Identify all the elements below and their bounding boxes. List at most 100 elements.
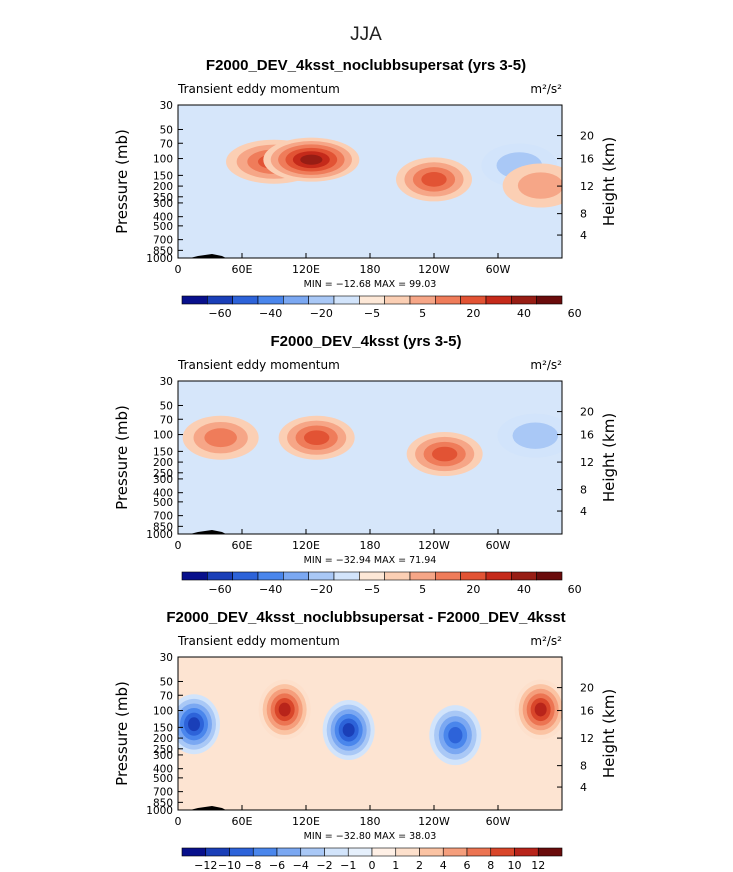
colorbar-label: 6	[464, 859, 471, 872]
chart-subtitle: Transient eddy momentum	[177, 358, 340, 372]
y2-tick-label: 12	[580, 732, 594, 745]
colorbar-swatch	[384, 295, 411, 305]
min-max-stats: MIN = −32.94 MAX = 71.94	[304, 555, 437, 566]
colorbar-label: −2	[316, 859, 332, 872]
y-tick-label: 200	[153, 733, 173, 745]
y2-tick-label: 16	[580, 153, 594, 166]
colorbar-label: −4	[293, 859, 309, 872]
colorbar-swatch	[232, 295, 259, 305]
colorbar-swatch	[276, 847, 302, 857]
colorbar-label: 20	[466, 583, 480, 596]
colorbar-swatch	[435, 571, 461, 581]
y-tick-label: 50	[160, 400, 173, 412]
colorbar-label: −6	[269, 859, 285, 872]
y-tick-label: 400	[153, 764, 173, 776]
colorbar-swatch	[308, 295, 335, 305]
y2-tick-label: 4	[580, 505, 587, 518]
colorbar-label: −60	[208, 307, 231, 320]
contour-feature-1	[204, 428, 237, 448]
y-tick-label: 300	[153, 750, 173, 762]
colorbar-swatch	[207, 571, 233, 581]
x-tick-label: 180	[360, 263, 381, 276]
x-tick-label: 120E	[292, 263, 320, 276]
x-tick-label: 60E	[232, 263, 253, 276]
units-label: m²/s²	[530, 358, 562, 372]
contour-feature-5	[517, 172, 562, 199]
colorbar-swatch	[460, 295, 487, 305]
chart-title: F2000_DEV_4ksst_noclubbsupersat (yrs 3-5…	[206, 57, 526, 74]
y-tick-label: 850	[153, 245, 173, 257]
y-tick-label: 850	[153, 797, 173, 809]
y2-axis-label: Height (km)	[600, 689, 618, 778]
colorbar-label: 20	[466, 307, 480, 320]
y2-tick-label: 8	[580, 484, 587, 497]
colorbar-swatch	[511, 571, 537, 581]
colorbar-label: 5	[419, 583, 426, 596]
colorbar-swatch	[409, 295, 436, 305]
y-tick-label: 250	[153, 468, 173, 480]
contour-feature-4	[512, 422, 559, 449]
colorbar-label: 1	[392, 859, 399, 872]
colorbar-swatch	[485, 295, 512, 305]
colorbar-swatch	[283, 571, 309, 581]
colorbar-swatch	[536, 571, 563, 581]
contour-feature-2	[304, 430, 330, 446]
colorbar-label: 40	[517, 307, 531, 320]
colorbar-swatch	[442, 847, 468, 857]
y-tick-label: 150	[153, 170, 173, 182]
colorbar-swatch	[333, 571, 360, 581]
contour-feature-2	[300, 154, 323, 165]
x-tick-label: 120W	[418, 539, 450, 552]
y-tick-label: 300	[153, 474, 173, 486]
y2-tick-label: 12	[580, 456, 594, 469]
chart-title: F2000_DEV_4ksst (yrs 3-5)	[271, 333, 462, 350]
y2-tick-label: 4	[580, 781, 587, 794]
units-label: m²/s²	[530, 634, 562, 648]
y-tick-label: 70	[160, 690, 173, 702]
colorbar-label: 40	[517, 583, 531, 596]
y-tick-label: 70	[160, 414, 173, 426]
colorbar-swatch	[371, 847, 397, 857]
y-tick-label: 100	[153, 430, 173, 442]
colorbar-swatch	[347, 847, 373, 857]
colorbar-swatch	[232, 571, 259, 581]
y-tick-label: 400	[153, 212, 173, 224]
topography	[190, 530, 226, 534]
y-tick-label: 500	[153, 773, 173, 785]
colorbar-label: 12	[531, 859, 545, 872]
y-tick-label: 250	[153, 744, 173, 756]
y-axis-label: Pressure (mb)	[113, 681, 131, 786]
x-tick-label: 60E	[232, 539, 253, 552]
y2-tick-label: 16	[580, 705, 594, 718]
y-tick-label: 100	[153, 154, 173, 166]
colorbar-label: −60	[208, 583, 231, 596]
y-tick-label: 70	[160, 138, 173, 150]
x-tick-label: 120W	[418, 815, 450, 828]
x-tick-label: 0	[175, 815, 182, 828]
colorbar-swatch	[460, 571, 487, 581]
y2-axis-label: Height (km)	[600, 137, 618, 226]
x-tick-label: 120E	[292, 815, 320, 828]
chart-subtitle: Transient eddy momentum	[177, 634, 340, 648]
chart-panel-1: F2000_DEV_4ksst_noclubbsupersat (yrs 3-5…	[113, 57, 618, 320]
x-tick-label: 120W	[418, 263, 450, 276]
colorbar-label: −10	[218, 859, 241, 872]
y-tick-label: 1000	[146, 805, 173, 817]
colorbar-swatch	[300, 847, 325, 857]
x-tick-label: 0	[175, 539, 182, 552]
colorbar-swatch	[409, 571, 436, 581]
y-axis-label: Pressure (mb)	[113, 129, 131, 234]
colorbar-swatch	[466, 847, 492, 857]
contour-feature-1	[188, 717, 200, 732]
chart-panel-3: F2000_DEV_4ksst_noclubbsupersat - F2000_…	[113, 609, 618, 872]
colorbar-label: −8	[245, 859, 261, 872]
colorbar-label: −20	[310, 307, 333, 320]
units-label: m²/s²	[530, 82, 562, 96]
x-tick-label: 180	[360, 539, 381, 552]
colorbar-swatch	[359, 295, 385, 305]
contour-feature-3	[432, 446, 458, 462]
y-tick-label: 500	[153, 221, 173, 233]
y2-tick-label: 20	[580, 682, 594, 695]
colorbar-label: −5	[364, 307, 380, 320]
y-tick-label: 300	[153, 198, 173, 210]
